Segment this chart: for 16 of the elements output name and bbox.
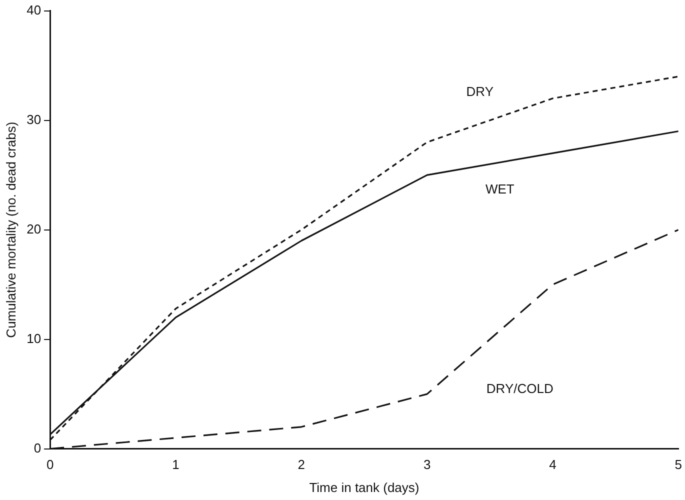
x-tick-label: 1: [172, 457, 180, 472]
y-tick-label: 20: [26, 221, 42, 236]
series-label: DRY: [466, 84, 494, 99]
y-axis-title: Cumulative mortality (no. dead crabs): [3, 122, 18, 338]
x-tick-label: 2: [298, 457, 306, 472]
y-tick-label: 30: [26, 112, 42, 127]
x-tick-label: 5: [674, 457, 682, 472]
x-axis-title: Time in tank (days): [309, 480, 420, 495]
x-tick-label: 4: [549, 457, 556, 472]
series-label: WET: [485, 182, 514, 197]
x-tick-label: 0: [46, 457, 54, 472]
y-tick-label: 40: [26, 2, 42, 18]
x-tick-label: 3: [423, 457, 431, 472]
text: DRY/COLD: [486, 380, 554, 396]
y-tick-label: 0: [34, 440, 42, 456]
y-tick-label: 10: [26, 330, 42, 346]
